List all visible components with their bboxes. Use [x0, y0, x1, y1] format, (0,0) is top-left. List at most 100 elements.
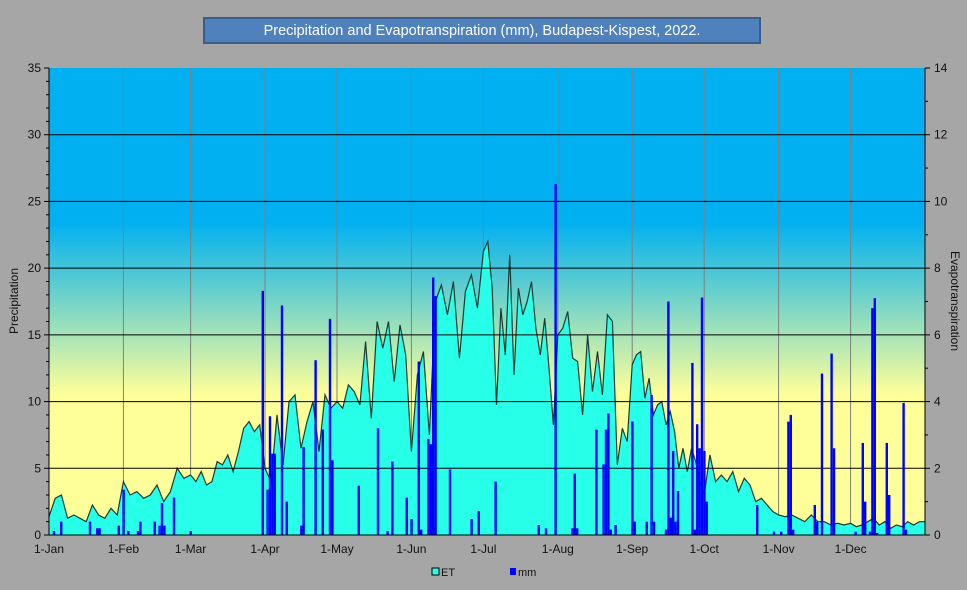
precip-bar: [432, 277, 435, 535]
chart-title: Precipitation and Evapotranspiration (mm…: [203, 17, 761, 44]
precip-bar: [652, 521, 656, 535]
precip-bar: [792, 529, 795, 535]
y-tick-label: 10: [28, 395, 42, 409]
precip-bar: [904, 529, 908, 535]
precip-bar: [273, 453, 276, 535]
y2-tick-label: 6: [934, 328, 941, 342]
precip-bar: [117, 525, 120, 535]
precip-bar: [664, 529, 668, 535]
precip-bar: [676, 490, 680, 535]
precip-bar: [868, 531, 872, 535]
precip-bar: [602, 464, 605, 535]
precip-bar: [448, 469, 452, 535]
precip-bar: [604, 429, 608, 535]
precip-bar: [595, 429, 598, 535]
precip-bar: [885, 442, 888, 535]
precip-bar: [703, 450, 706, 535]
precip-bar: [571, 528, 574, 535]
x-tick-label: 1-Feb: [108, 542, 140, 556]
precip-bar: [854, 531, 857, 535]
y-tick-label: 0: [34, 528, 41, 542]
legend-et-label: ET: [441, 567, 455, 579]
x-tick-label: 1-Aug: [542, 542, 574, 556]
y-tick-label: 25: [28, 194, 42, 208]
precip-bar: [328, 318, 332, 535]
y2-tick-label: 4: [934, 395, 941, 409]
precip-bar: [537, 524, 540, 535]
precip-bar: [280, 305, 284, 535]
et-area: [49, 241, 925, 535]
precip-bar: [261, 290, 264, 535]
precip-bar: [158, 525, 161, 535]
y-tick-label: 20: [28, 261, 42, 275]
precip-bar: [302, 446, 305, 535]
et-line: [48, 239, 925, 530]
precip-bar: [832, 448, 836, 535]
x-tick-label: 1-Jul: [470, 542, 496, 556]
precip-bar: [705, 501, 708, 535]
x-tick-label: 1-Apr: [250, 542, 279, 556]
precip-bar: [902, 402, 905, 535]
y2-tick-label: 12: [934, 128, 948, 142]
precip-bar: [669, 517, 672, 535]
precip-bar: [864, 501, 867, 535]
precip-bar: [830, 353, 833, 535]
precip-bar: [271, 453, 274, 535]
precip-bar: [554, 184, 557, 535]
precip-bar: [876, 532, 879, 535]
precip-bar: [573, 473, 576, 535]
y2-tick-label: 0: [934, 528, 941, 542]
y2-tick-label: 2: [934, 461, 941, 475]
y2-tick-label: 14: [934, 61, 948, 75]
y-axis-title: Precipitation: [7, 268, 21, 334]
precip-bar: [405, 497, 408, 535]
y2-axis-title: Evapotranspiration: [948, 251, 962, 351]
precip-bar: [376, 428, 380, 535]
precip-bar: [300, 525, 303, 535]
precip-bar: [331, 460, 334, 535]
precip-bar: [494, 481, 497, 535]
precip-bar: [816, 521, 819, 535]
precip-bar: [60, 521, 63, 535]
precip-bar: [650, 394, 653, 535]
precip-bar: [88, 521, 92, 535]
legend-et-swatch: [431, 567, 440, 576]
legend-mm-swatch: [510, 568, 516, 575]
precip-bar: [607, 413, 610, 535]
y2-tick-label: 10: [934, 194, 948, 208]
precip-bar: [127, 530, 130, 535]
precip-bar: [614, 524, 617, 535]
precip-bar: [321, 429, 324, 535]
precip-bar: [410, 518, 413, 535]
precip-bar: [52, 530, 56, 535]
precip-bar: [544, 528, 548, 535]
x-tick-label: 1-May: [320, 542, 353, 556]
x-tick-label: 1-Mar: [175, 542, 206, 556]
precip-bar: [470, 518, 473, 535]
precip-bar: [434, 296, 437, 535]
y-tick-label: 35: [28, 61, 42, 75]
precip-bar: [314, 360, 317, 535]
precip-bar: [285, 501, 288, 535]
precip-bar: [160, 502, 164, 535]
precip-bar: [756, 504, 759, 535]
precip-bar: [429, 444, 432, 535]
precip-bar: [645, 521, 648, 535]
precip-bar: [163, 525, 166, 535]
precip-bar: [357, 485, 360, 535]
precip-bar: [772, 531, 776, 535]
precip-bar: [888, 494, 891, 535]
precip-bar: [700, 297, 704, 535]
precip-bar: [420, 529, 423, 535]
precip-bar: [266, 489, 269, 535]
precip-bar: [693, 529, 696, 535]
precip-bar: [873, 298, 876, 535]
precip-bar: [153, 521, 156, 535]
precip-bar: [172, 497, 176, 535]
legend: ET mm: [431, 567, 536, 579]
precip-bar: [698, 448, 701, 535]
precip-bar: [576, 528, 579, 535]
precip-bar: [427, 438, 430, 535]
precip-bar: [122, 489, 125, 535]
